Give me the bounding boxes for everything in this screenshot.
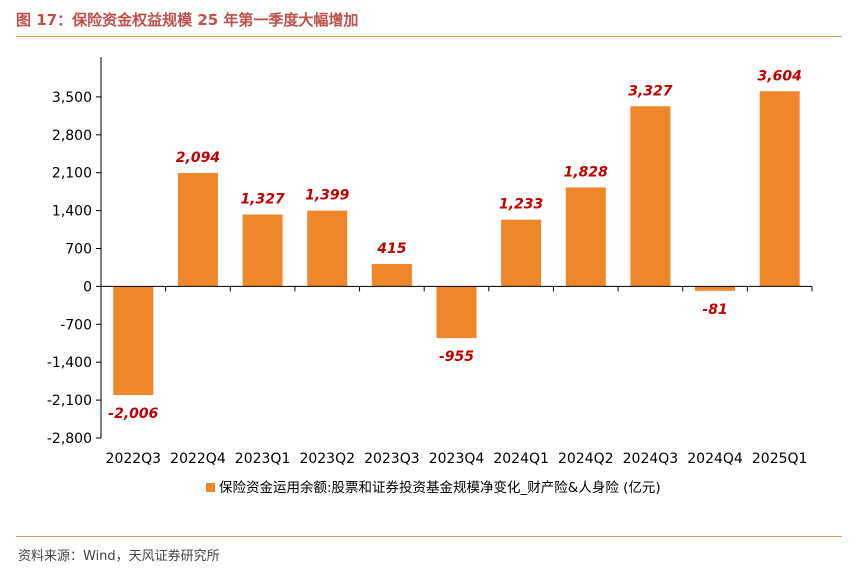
bar-2023Q4 [436,286,477,339]
bar-2024Q4 [695,286,736,291]
bar-2023Q3 [371,263,412,287]
x-tick-label: 2025Q1 [752,451,808,467]
bar-2022Q3 [113,286,154,396]
legend-swatch [206,483,215,492]
y-tick-label: -2,800 [47,431,92,447]
bar-2024Q2 [565,187,606,287]
bar-chart: -2,800 -2,100 -1,400 -700 0 700 1,400 2,100 2,80… [47,57,813,496]
source-divider [16,536,842,537]
figure-title: 图 17：保险资金权益规模 25 年第一季度大幅增加 [16,11,359,29]
data-label-2023Q3: 415 [376,241,406,257]
data-label-2023Q2: 1,399 [305,188,350,204]
data-label-2024Q2: 1,828 [564,164,609,180]
x-axis: 2022Q3 2022Q4 2023Q1 2023Q2 2023Q3 2023Q4 2024… [100,285,813,467]
data-label-2023Q4: -955 [439,349,474,365]
data-label-2023Q1: 1,327 [240,192,285,208]
x-tick-label: 2022Q3 [106,451,162,467]
legend-label: 保险资金运用余额:股票和证券投资基金规模净变化_财产险&人身险 (亿元) [219,479,661,496]
bar-series [113,91,800,396]
title-divider [16,36,842,37]
x-tick-label: 2024Q2 [558,451,614,467]
data-label-2025Q1: 3,604 [758,68,802,84]
data-label-2024Q4: -81 [702,302,727,318]
bar-2022Q4 [177,173,218,287]
y-tick-label: 3,500 [52,90,92,106]
y-tick-label: -700 [60,317,92,333]
data-label-2024Q3: 3,327 [628,83,673,99]
source-note: 资料来源：Wind，天风证券研究所 [18,549,220,564]
legend: 保险资金运用余额:股票和证券投资基金规模净变化_财产险&人身险 (亿元) [206,479,661,496]
data-labels: -2,006 2,094 1,327 1,399 415 -955 1,233 1,828 3,… [108,68,802,422]
y-tick-label: -2,100 [47,393,92,409]
bar-2023Q1 [242,214,283,287]
data-label-2022Q4: 2,094 [176,150,220,166]
data-label-2022Q3: -2,006 [108,406,158,422]
bar-2024Q1 [501,219,542,287]
data-label-2024Q1: 1,233 [499,197,543,213]
x-tick-label: 2023Q2 [299,451,355,467]
x-tick-label: 2023Q1 [235,451,291,467]
y-tick-label: 2,800 [52,128,92,144]
y-tick-label: 700 [65,242,92,258]
bar-2024Q3 [630,106,671,287]
y-tick-label: 2,100 [52,166,92,182]
x-tick-label: 2023Q3 [364,451,420,467]
x-tick-label: 2023Q4 [429,451,485,467]
y-tick-label: 0 [83,279,92,295]
y-tick-label: 1,400 [52,204,92,220]
x-tick-label: 2022Q4 [170,451,226,467]
y-axis: -2,800 -2,100 -1,400 -700 0 700 1,400 2,100 2,80… [47,57,102,447]
x-tick-label: 2024Q4 [687,451,743,467]
bar-2025Q1 [759,91,800,287]
x-tick-label: 2024Q1 [493,451,549,467]
x-tick-label: 2024Q3 [623,451,679,467]
bar-2023Q2 [307,210,348,287]
y-tick-label: -1,400 [47,355,92,371]
